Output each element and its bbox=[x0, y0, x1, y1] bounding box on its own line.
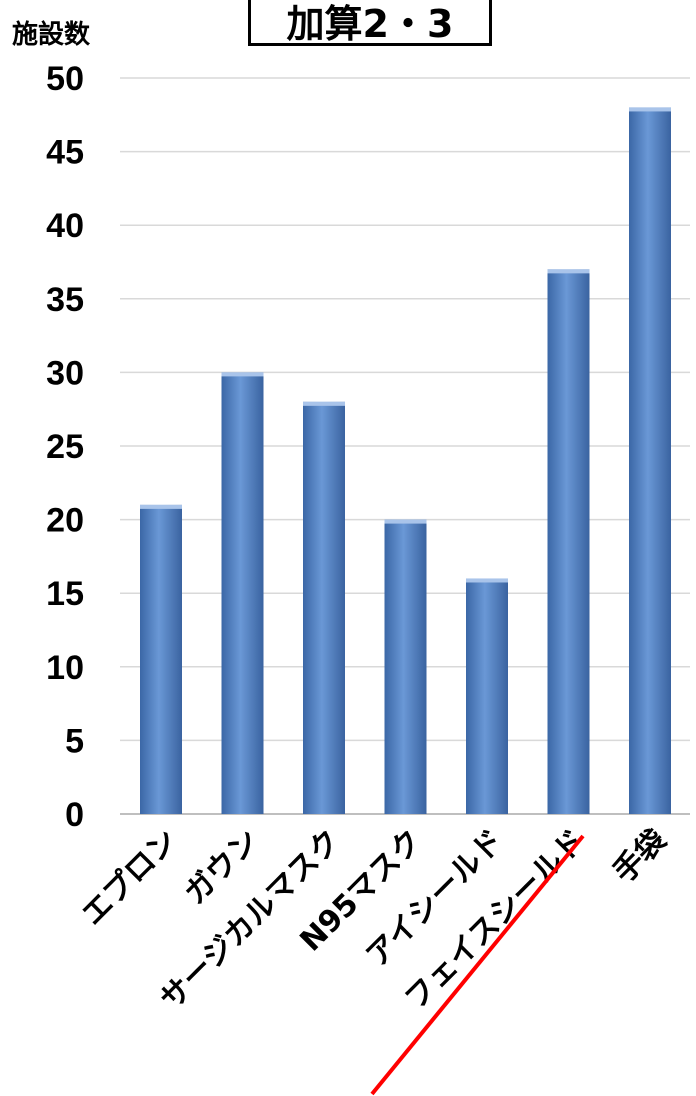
bar bbox=[140, 504, 182, 814]
bar-top-highlight bbox=[629, 107, 671, 112]
bar bbox=[629, 107, 671, 814]
red-underline-annotation bbox=[370, 834, 585, 1096]
bar bbox=[547, 269, 590, 814]
bar-top-highlight bbox=[303, 401, 345, 406]
y-tick-label: 5 bbox=[65, 722, 84, 760]
y-tick-label: 15 bbox=[46, 575, 84, 613]
y-tick-label: 40 bbox=[46, 207, 84, 245]
y-tick-label: 30 bbox=[46, 354, 84, 392]
y-axis-ticks: 0 5 10 15 20 25 30 35 40 45 50 bbox=[46, 60, 84, 834]
x-tick-label: エプロン bbox=[75, 823, 185, 933]
y-tick-label: 50 bbox=[46, 60, 84, 98]
y-tick-label: 25 bbox=[46, 428, 84, 466]
bar-top-highlight bbox=[466, 578, 508, 583]
y-tick-label: 20 bbox=[46, 502, 84, 540]
x-tick-label: 手袋 bbox=[606, 823, 673, 890]
chart-title: 加算2・3 bbox=[248, 0, 492, 46]
bar bbox=[466, 578, 508, 814]
bar-top-highlight bbox=[140, 504, 182, 509]
y-tick-label: 10 bbox=[46, 649, 84, 687]
bar bbox=[384, 519, 427, 814]
y-tick-label: 45 bbox=[46, 134, 84, 172]
bar bbox=[303, 401, 345, 814]
bar-top-highlight bbox=[221, 372, 264, 377]
bars bbox=[140, 107, 671, 814]
y-axis-label: 施設数 bbox=[12, 20, 91, 50]
y-tick-label: 0 bbox=[65, 796, 84, 834]
bar bbox=[221, 372, 264, 814]
bar-top-highlight bbox=[384, 519, 427, 524]
bar-top-highlight bbox=[547, 269, 590, 274]
y-tick-label: 35 bbox=[46, 281, 84, 319]
